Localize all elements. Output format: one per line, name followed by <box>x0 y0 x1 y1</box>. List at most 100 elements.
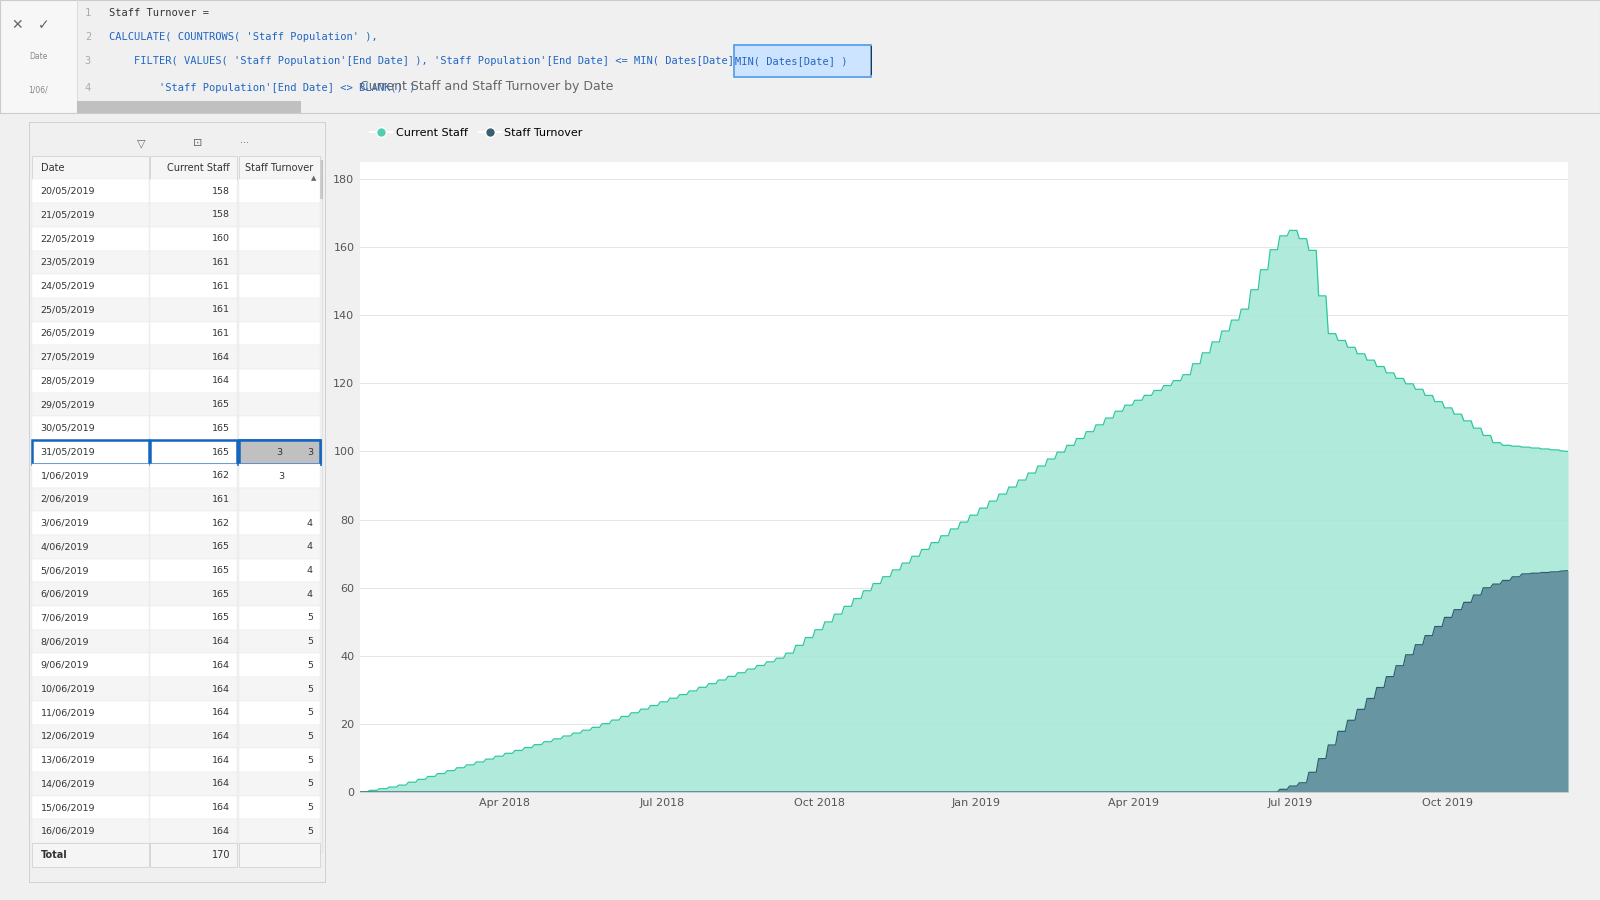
Text: 164: 164 <box>213 376 230 385</box>
Bar <box>150 606 237 630</box>
Text: 4: 4 <box>307 566 314 575</box>
Bar <box>238 250 320 274</box>
Bar <box>150 298 237 321</box>
Bar <box>238 606 320 630</box>
Text: 25/05/2019: 25/05/2019 <box>40 305 94 314</box>
Bar <box>238 582 320 606</box>
Bar <box>32 298 149 321</box>
Text: MIN( Dates[Date] ): MIN( Dates[Date] ) <box>736 56 848 66</box>
Bar <box>32 843 149 867</box>
Bar <box>32 535 149 559</box>
Bar <box>32 274 149 298</box>
Text: 5: 5 <box>307 661 314 670</box>
Text: 164: 164 <box>213 827 230 836</box>
Bar <box>32 701 149 724</box>
Bar <box>238 630 320 653</box>
Text: 164: 164 <box>213 756 230 765</box>
Bar <box>32 819 149 843</box>
Text: 3: 3 <box>278 472 285 482</box>
Bar <box>32 156 149 179</box>
Bar <box>238 701 320 724</box>
Text: 5: 5 <box>307 827 314 836</box>
Bar <box>150 748 237 772</box>
Text: 21/05/2019: 21/05/2019 <box>40 211 94 220</box>
Bar <box>150 203 237 227</box>
Bar <box>238 346 320 369</box>
Bar <box>238 298 320 321</box>
Bar <box>238 464 320 488</box>
Bar <box>150 559 237 582</box>
Bar <box>870 46 872 76</box>
Bar <box>734 45 870 76</box>
Bar <box>150 772 237 796</box>
Text: 161: 161 <box>213 329 230 338</box>
Text: 161: 161 <box>213 258 230 267</box>
Bar <box>238 843 320 867</box>
Bar <box>32 748 149 772</box>
Bar <box>150 653 237 677</box>
Text: 5: 5 <box>307 803 314 812</box>
Text: 'Staff Population'[End Date] <> BLANK() ): 'Staff Population'[End Date] <> BLANK() … <box>109 83 414 93</box>
Text: 164: 164 <box>213 708 230 717</box>
Text: 16/06/2019: 16/06/2019 <box>40 827 94 836</box>
Bar <box>238 819 320 843</box>
Bar <box>32 772 149 796</box>
Text: 161: 161 <box>213 305 230 314</box>
Bar <box>32 440 149 464</box>
Text: 11/06/2019: 11/06/2019 <box>40 708 94 717</box>
Bar <box>150 701 237 724</box>
Bar <box>32 488 149 511</box>
Text: 4/06/2019: 4/06/2019 <box>40 543 90 552</box>
Text: 6/06/2019: 6/06/2019 <box>40 590 90 598</box>
Text: ✓: ✓ <box>38 18 50 32</box>
Bar <box>238 392 320 417</box>
Bar <box>32 630 149 653</box>
Bar <box>32 511 149 535</box>
Text: 5: 5 <box>307 637 314 646</box>
Text: 5/06/2019: 5/06/2019 <box>40 566 90 575</box>
Text: ▲: ▲ <box>310 176 317 182</box>
Text: 165: 165 <box>213 543 230 552</box>
Bar <box>150 274 237 298</box>
Text: 14/06/2019: 14/06/2019 <box>40 779 94 788</box>
Bar <box>150 582 237 606</box>
Text: 1: 1 <box>85 8 91 19</box>
Bar <box>238 653 320 677</box>
Bar <box>32 227 149 250</box>
Text: 158: 158 <box>213 211 230 220</box>
Text: 165: 165 <box>213 424 230 433</box>
Text: 12/06/2019: 12/06/2019 <box>40 732 94 741</box>
Text: 158: 158 <box>213 187 230 196</box>
Bar <box>238 440 320 464</box>
Bar <box>150 369 237 392</box>
Text: 3: 3 <box>85 56 91 66</box>
Bar <box>264 465 299 489</box>
Text: 5: 5 <box>307 779 314 788</box>
Bar <box>150 511 237 535</box>
Text: 13/06/2019: 13/06/2019 <box>40 756 96 765</box>
Text: 2: 2 <box>85 32 91 42</box>
Text: 164: 164 <box>213 353 230 362</box>
Text: 8/06/2019: 8/06/2019 <box>40 637 90 646</box>
Text: 2/06/2019: 2/06/2019 <box>40 495 90 504</box>
Text: 27/05/2019: 27/05/2019 <box>40 353 94 362</box>
Bar <box>32 653 149 677</box>
Text: 4: 4 <box>307 518 314 527</box>
Bar <box>306 159 322 851</box>
Text: 3: 3 <box>307 447 314 456</box>
Bar <box>238 535 320 559</box>
Bar <box>238 796 320 819</box>
Text: CALCULATE( COUNTROWS( 'Staff Population' ),: CALCULATE( COUNTROWS( 'Staff Population'… <box>109 32 378 42</box>
Bar <box>32 346 149 369</box>
Text: 170: 170 <box>211 850 230 859</box>
Bar <box>32 796 149 819</box>
Text: ⊡: ⊡ <box>194 139 202 148</box>
Bar <box>32 724 149 748</box>
Text: 26/05/2019: 26/05/2019 <box>40 329 94 338</box>
Text: 4: 4 <box>307 590 314 598</box>
Bar <box>150 796 237 819</box>
Bar <box>238 321 320 346</box>
Text: 4: 4 <box>85 83 91 93</box>
Bar <box>150 392 237 417</box>
Text: Current Staff and Staff Turnover by Date: Current Staff and Staff Turnover by Date <box>360 80 613 93</box>
